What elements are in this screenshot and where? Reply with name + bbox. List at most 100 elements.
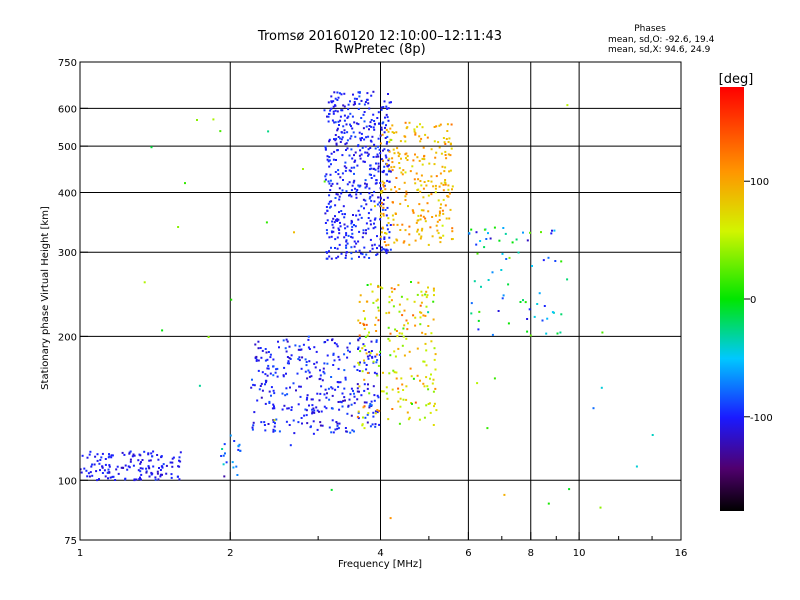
data-point [300, 417, 303, 419]
data-point [312, 407, 315, 410]
data-point [328, 250, 330, 253]
data-point [257, 369, 260, 372]
data-point [381, 208, 384, 211]
data-point [419, 190, 422, 193]
data-point [385, 244, 388, 247]
data-point [357, 411, 360, 414]
data-point [372, 411, 375, 414]
data-point [147, 452, 150, 455]
data-point [281, 408, 284, 411]
data-point [397, 284, 400, 287]
data-point [392, 223, 395, 226]
data-point [408, 350, 411, 353]
data-point [414, 239, 417, 242]
data-point [316, 409, 319, 412]
data-point [266, 367, 269, 370]
data-point [475, 243, 478, 246]
data-point [330, 431, 333, 434]
data-point [348, 169, 351, 172]
data-point [497, 310, 500, 312]
data-point [393, 165, 396, 168]
data-point [330, 488, 333, 491]
data-point [141, 459, 144, 461]
data-point [406, 328, 409, 331]
data-point [353, 392, 355, 395]
data-point [388, 180, 391, 183]
data-point [373, 218, 376, 221]
data-point [384, 116, 386, 119]
data-point [395, 330, 398, 332]
data-point [368, 197, 371, 200]
data-point [369, 250, 372, 253]
data-point [422, 360, 425, 363]
data-point [418, 203, 421, 206]
data-point [377, 285, 380, 288]
data-point [389, 248, 392, 251]
data-point [600, 386, 603, 389]
data-point [348, 342, 351, 345]
data-point [374, 168, 377, 171]
data-point [450, 123, 453, 126]
data-point [328, 156, 331, 158]
data-point [332, 353, 335, 356]
data-point [359, 139, 362, 142]
data-point [273, 407, 276, 410]
data-point [377, 170, 380, 173]
data-point [365, 352, 368, 355]
data-point [333, 221, 336, 224]
data-point [392, 305, 395, 308]
data-point [259, 347, 262, 349]
data-point [390, 188, 393, 191]
data-point [148, 475, 151, 478]
data-point [436, 229, 439, 232]
data-point [169, 461, 172, 464]
data-point [407, 205, 409, 208]
data-point [379, 187, 382, 190]
data-point [308, 348, 311, 350]
data-point [635, 465, 638, 468]
data-point [357, 339, 360, 342]
data-point [363, 401, 366, 404]
data-point [420, 311, 423, 314]
data-point [300, 367, 303, 370]
data-point [319, 392, 322, 395]
data-point [402, 398, 405, 401]
data-point [361, 253, 364, 256]
data-point [386, 196, 389, 199]
data-point [426, 385, 429, 388]
data-point [272, 419, 275, 421]
data-point [515, 238, 518, 241]
data-point [137, 469, 140, 472]
data-point [446, 130, 449, 132]
data-point [337, 385, 340, 388]
data-point [419, 218, 422, 221]
data-point [403, 324, 406, 327]
data-point [370, 340, 373, 343]
data-point [381, 158, 383, 161]
data-point [419, 323, 422, 326]
data-point [374, 226, 377, 229]
data-point [382, 159, 384, 162]
data-point [371, 356, 374, 359]
data-point [96, 453, 99, 456]
data-point [343, 119, 346, 122]
data-point [385, 232, 388, 235]
data-point [405, 193, 408, 196]
data-point [545, 332, 548, 335]
data-point [349, 170, 352, 173]
data-point [336, 193, 339, 196]
data-point [388, 301, 391, 304]
data-point [447, 141, 450, 143]
data-point [341, 109, 344, 112]
data-point [356, 383, 359, 386]
data-point [366, 355, 369, 358]
data-point [91, 463, 94, 466]
data-point [362, 343, 365, 346]
data-point [361, 146, 364, 149]
data-point [409, 367, 412, 370]
data-point [338, 408, 341, 411]
data-point [404, 121, 407, 124]
data-point [398, 167, 401, 170]
data-point [351, 157, 354, 160]
data-point [421, 294, 424, 297]
